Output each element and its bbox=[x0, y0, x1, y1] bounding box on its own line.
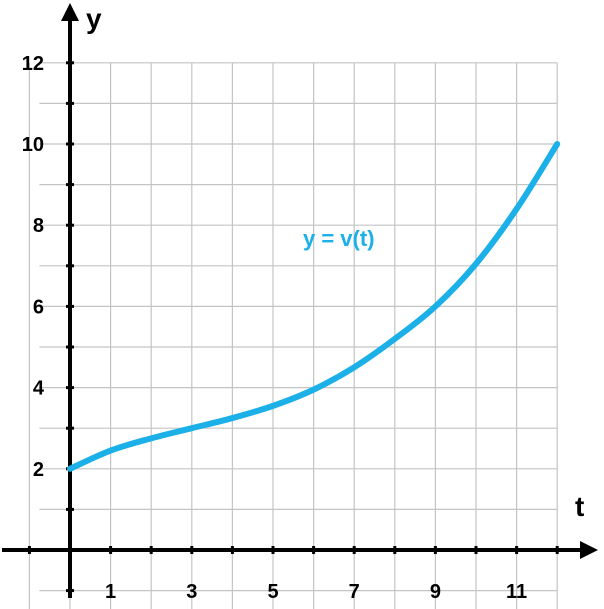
y-tick-label: 2 bbox=[33, 459, 44, 481]
x-tick-label: 3 bbox=[186, 581, 197, 603]
x-tick-label: 5 bbox=[267, 581, 278, 603]
series-layer bbox=[67, 141, 561, 472]
y-tick-label: 10 bbox=[22, 134, 44, 156]
x-tick-label: 11 bbox=[506, 581, 527, 603]
x-axis-label: t bbox=[575, 491, 584, 522]
x-tick-label: 7 bbox=[349, 581, 360, 603]
y-tick-label: 4 bbox=[33, 378, 45, 400]
y-axis-arrowhead bbox=[61, 3, 79, 21]
y-tick-label: 6 bbox=[33, 296, 44, 318]
axes bbox=[2, 3, 598, 598]
grid bbox=[28, 62, 558, 609]
series-line bbox=[67, 141, 561, 472]
x-axis-arrowhead bbox=[580, 541, 598, 559]
series-label: y = v(t) bbox=[303, 226, 375, 251]
y-tick-label: 8 bbox=[33, 215, 44, 237]
x-tick-label: 9 bbox=[430, 581, 441, 603]
x-tick-label: 1 bbox=[105, 581, 116, 603]
ticks: 1 3 5 7 9 11 2 4 6 8 10 12 bbox=[22, 53, 559, 603]
y-tick-label: 12 bbox=[22, 53, 44, 75]
y-axis-label: y bbox=[86, 3, 102, 34]
